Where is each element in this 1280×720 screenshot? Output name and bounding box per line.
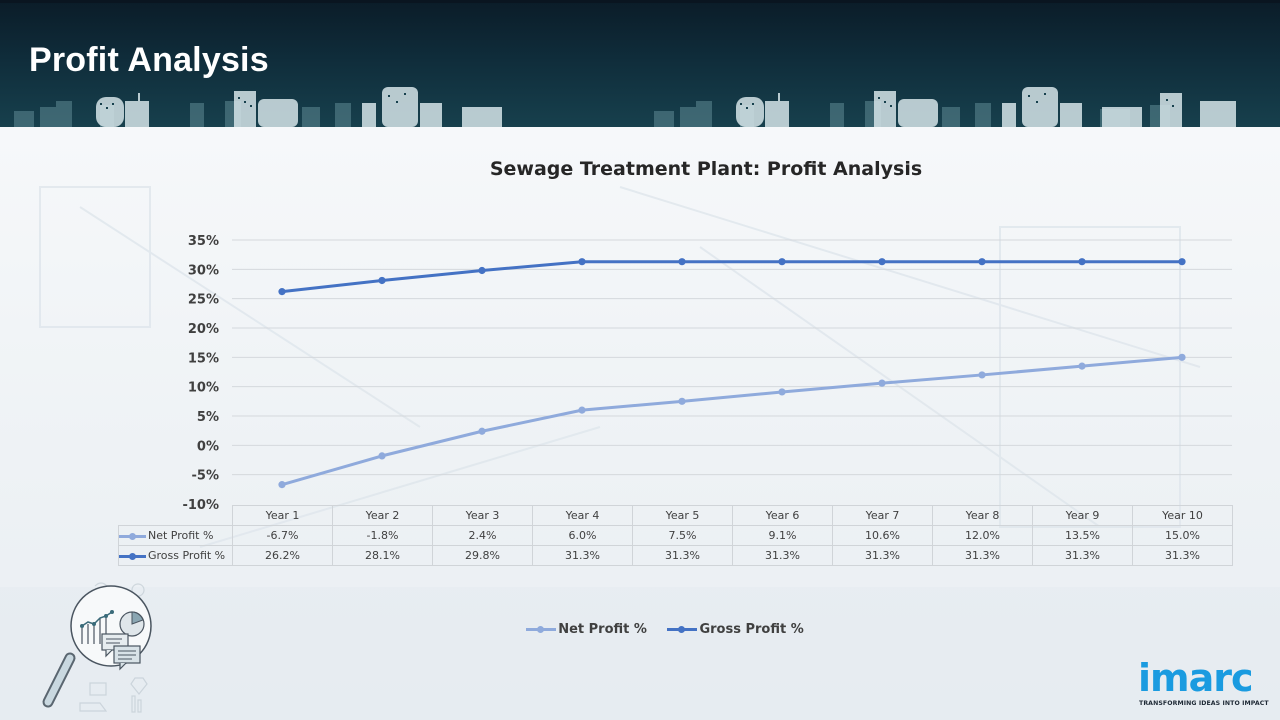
y-tick-label: 30%: [188, 263, 219, 278]
logo-tagline: TRANSFORMING IDEAS INTO IMPACT: [1139, 700, 1269, 707]
table-cell: 26.2%: [232, 545, 333, 566]
table-cell: 31.3%: [532, 545, 633, 566]
table-cell: 10.6%: [832, 525, 933, 546]
y-tick-label: 35%: [188, 234, 219, 249]
data-point: [678, 258, 686, 266]
data-point: [978, 258, 986, 266]
banner-top-border: [0, 0, 1280, 3]
table-row-label: Gross Profit %: [118, 545, 233, 566]
table-header-cell: Year 8: [932, 505, 1033, 526]
table-header-cell: Year 6: [732, 505, 833, 526]
gross-profit-key-icon: [119, 552, 146, 560]
table-cell: 12.0%: [932, 525, 1033, 546]
chart-legend: Net Profit % Gross Profit %: [0, 622, 1280, 637]
table-row-gross-profit: Gross Profit % 26.2% 28.1% 29.8% 31.3% 3…: [118, 545, 1233, 566]
table-header-row: Year 1 Year 2 Year 3 Year 4 Year 5 Year …: [118, 505, 1233, 526]
data-point: [778, 258, 786, 266]
table-row-net-profit: Net Profit % -6.7% -1.8% 2.4% 6.0% 7.5% …: [118, 525, 1233, 546]
series-line: [281, 260, 1182, 294]
series-line: [281, 355, 1183, 487]
table-row-label: Net Profit %: [118, 525, 233, 546]
y-tick-label: 0%: [197, 439, 219, 454]
data-point: [878, 258, 886, 266]
table-corner: [118, 505, 233, 526]
table-cell: -1.8%: [332, 525, 433, 546]
data-point: [678, 397, 686, 405]
table-cell: 31.3%: [1032, 545, 1133, 566]
legend-label: Gross Profit %: [699, 622, 804, 637]
data-point: [578, 406, 586, 414]
series-net-profit: [278, 353, 1186, 489]
table-header-cell: Year 9: [1032, 505, 1133, 526]
data-point: [378, 276, 386, 285]
chart-data-table: Year 1 Year 2 Year 3 Year 4 Year 5 Year …: [118, 505, 1233, 566]
logo-wordmark: imarc: [1138, 656, 1254, 700]
table-cell: 15.0%: [1132, 525, 1233, 546]
header-banner: Profit Analysis: [0, 0, 1280, 127]
legend-item-gross-profit[interactable]: Gross Profit %: [667, 622, 804, 637]
city-skyline-graphic: [14, 87, 1236, 127]
y-tick-label: 10%: [188, 381, 219, 396]
y-tick-label: 20%: [188, 322, 219, 337]
y-tick-label: -5%: [192, 469, 219, 484]
table-cell: 13.5%: [1032, 525, 1133, 546]
table-cell: 31.3%: [932, 545, 1033, 566]
legend-item-net-profit[interactable]: Net Profit %: [526, 622, 647, 637]
y-tick-label: 5%: [197, 410, 219, 425]
table-cell: 31.3%: [732, 545, 833, 566]
page-title: Profit Analysis: [29, 41, 269, 79]
table-header-cell: Year 3: [432, 505, 533, 526]
data-point: [578, 258, 586, 266]
table-cell: 28.1%: [332, 545, 433, 566]
imarc-logo: imarc TRANSFORMING IDEAS INTO IMPACT: [1138, 656, 1269, 712]
series-lines: [278, 258, 1186, 489]
table-cell: 29.8%: [432, 545, 533, 566]
data-point: [278, 288, 286, 296]
table-cell: 31.3%: [832, 545, 933, 566]
data-point: [978, 371, 986, 379]
data-point: [478, 266, 486, 275]
table-header-cell: Year 2: [332, 505, 433, 526]
gross-profit-legend-icon: [667, 626, 698, 633]
y-axis-tick-labels: 35%30%25%20%15%10%5%0%-5%-10%: [182, 234, 219, 513]
data-point: [878, 379, 886, 387]
table-cell: 2.4%: [432, 525, 533, 546]
table-header-cell: Year 4: [532, 505, 633, 526]
data-point: [478, 427, 486, 435]
table-cell: 31.3%: [1132, 545, 1233, 566]
data-point: [378, 452, 386, 460]
data-point: [1078, 258, 1086, 266]
table-cell: 7.5%: [632, 525, 733, 546]
table-cell: 31.3%: [632, 545, 733, 566]
faded-industrial-background: [0, 186, 1280, 720]
data-point: [778, 388, 786, 396]
series-gross-profit: [278, 258, 1186, 296]
gross-profit-label: Gross Profit %: [148, 549, 226, 562]
data-point: [278, 481, 286, 489]
table-cell: 9.1%: [732, 525, 833, 546]
table-header-cell: Year 1: [232, 505, 333, 526]
data-point: [1178, 258, 1186, 266]
y-tick-label: 25%: [188, 293, 219, 308]
net-profit-label: Net Profit %: [148, 529, 214, 542]
data-point: [1178, 353, 1186, 361]
table-header-cell: Year 10: [1132, 505, 1233, 526]
table-header-cell: Year 5: [632, 505, 733, 526]
data-point: [1078, 362, 1086, 370]
gridlines: [232, 239, 1232, 476]
magnifier-chart-icon: [42, 582, 152, 713]
table-cell: 6.0%: [532, 525, 633, 546]
table-header-cell: Year 7: [832, 505, 933, 526]
chart-title-wrapper: Sewage Treatment Plant: Profit Analysis: [0, 158, 1280, 180]
net-profit-key-icon: [119, 532, 146, 540]
y-tick-label: 15%: [188, 351, 219, 366]
table-cell: -6.7%: [232, 525, 333, 546]
legend-label: Net Profit %: [558, 622, 647, 637]
chart-title: Sewage Treatment Plant: Profit Analysis: [489, 158, 923, 180]
net-profit-legend-icon: [526, 626, 557, 633]
